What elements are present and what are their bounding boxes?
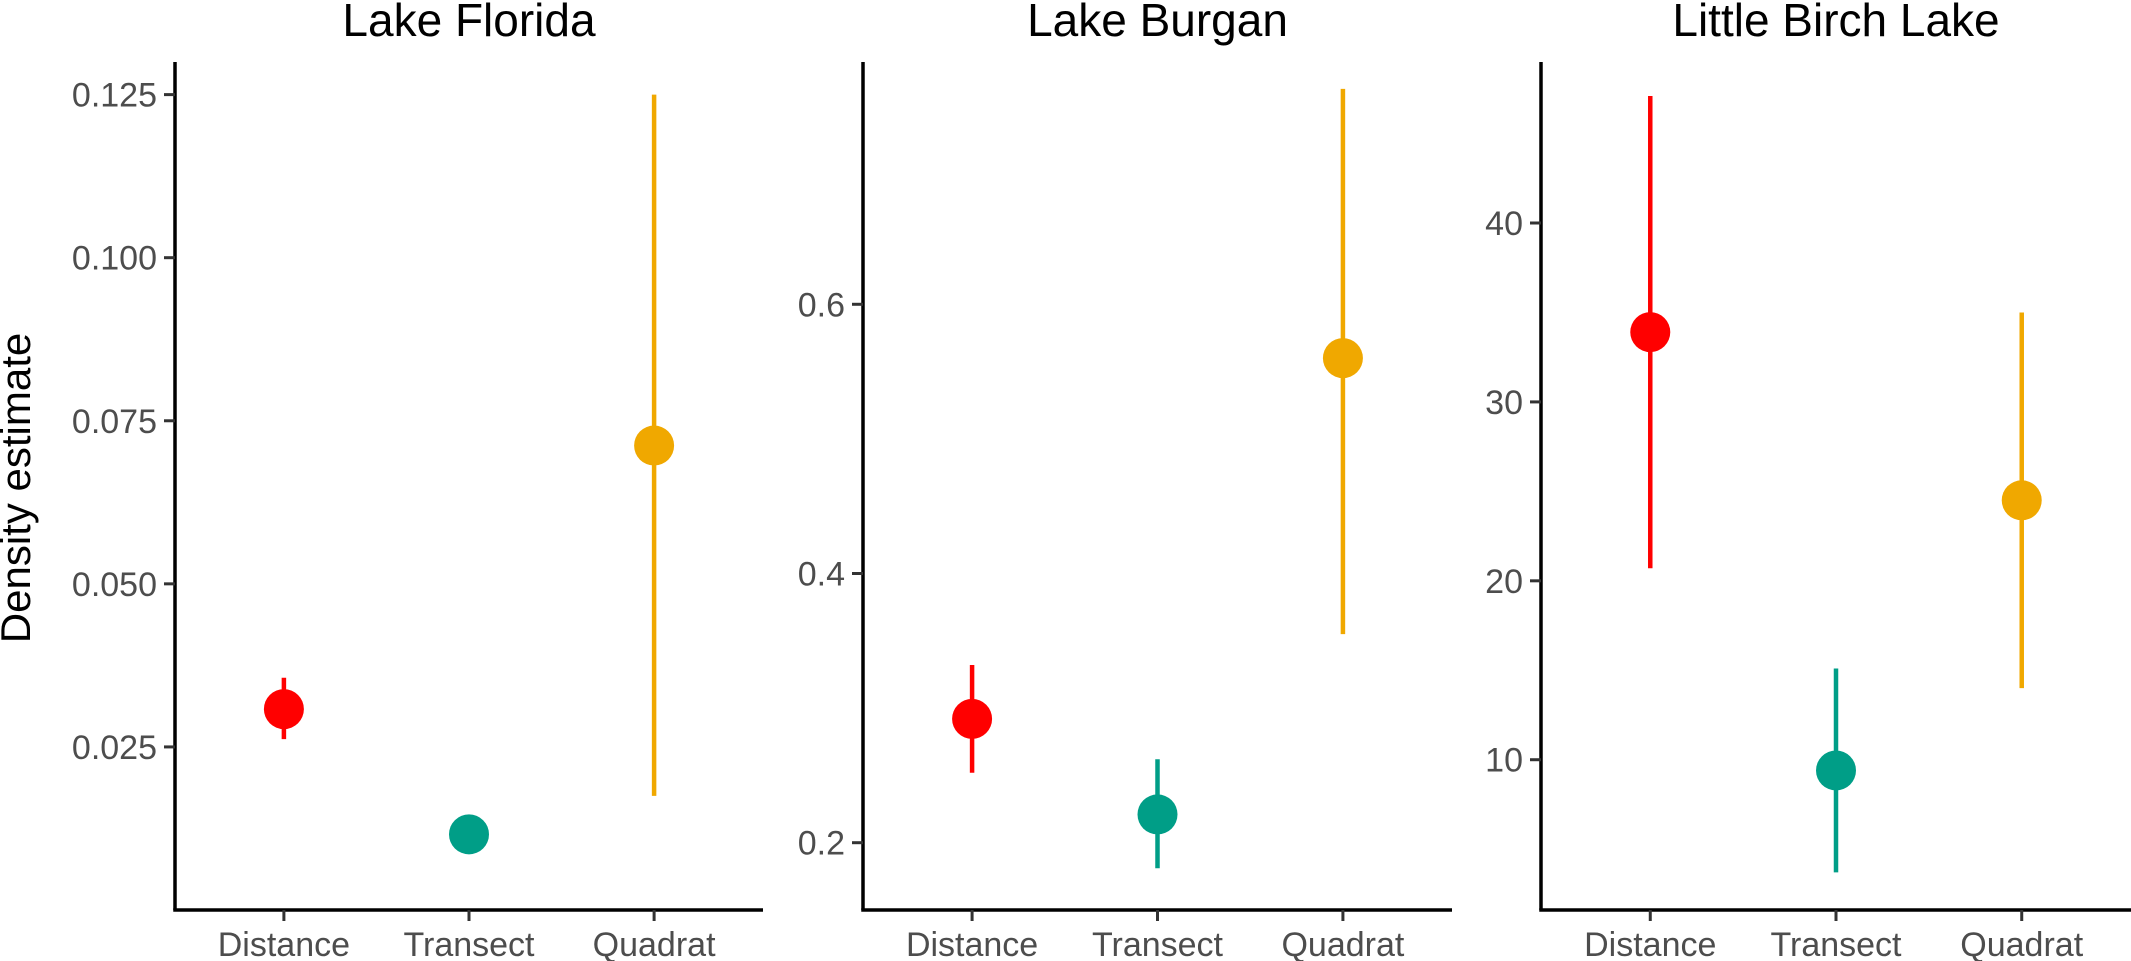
y-tick-label: 0.6 <box>798 286 845 324</box>
panel-title: Lake Burgan <box>1027 0 1288 46</box>
y-tick-label: 0.4 <box>798 555 845 593</box>
panels: Lake Florida 0.025 0.050 0.075 0.100 0.125 Dis… <box>72 0 2131 961</box>
x-tick-label: Transect <box>1092 926 1224 961</box>
point-quadrat <box>2001 480 2042 521</box>
panel-2: Little Birch Lake 10 20 30 40 Distance Transec… <box>1485 0 2131 961</box>
y-tick-label: 0.100 <box>72 240 157 278</box>
point-distance <box>952 698 993 739</box>
point-transect <box>1816 750 1856 791</box>
x-tick-label: Quadrat <box>593 926 716 961</box>
point-distance <box>1630 312 1671 353</box>
panel-0: Lake Florida 0.025 0.050 0.075 0.100 0.125 Dis… <box>72 0 763 961</box>
y-tick-label: 10 <box>1485 742 1523 780</box>
point-quadrat <box>1322 338 1363 379</box>
y-tick-label: 20 <box>1485 563 1523 601</box>
panel-title: Little Birch Lake <box>1672 0 1999 46</box>
panel-title: Lake Florida <box>342 0 596 46</box>
x-tick-label: Distance <box>906 926 1038 961</box>
panel-1: Lake Burgan 0.2 0.4 0.6 Distance Transect Quad… <box>798 0 1452 961</box>
point-distance <box>263 689 304 730</box>
y-tick-label: 0.2 <box>798 825 845 863</box>
y-tick-label: 30 <box>1485 384 1523 422</box>
x-tick-label: Quadrat <box>1960 926 2083 961</box>
x-tick-label: Distance <box>1584 926 1716 961</box>
y-tick-label: 0.050 <box>72 566 157 604</box>
y-tick-label: 0.025 <box>72 729 157 767</box>
point-transect <box>449 814 489 855</box>
y-tick-label: 40 <box>1485 205 1523 243</box>
point-transect <box>1137 794 1178 835</box>
y-axis-label: Density estimate <box>0 333 39 643</box>
x-tick-label: Distance <box>218 926 350 961</box>
y-tick-label: 0.125 <box>72 77 157 115</box>
point-quadrat <box>634 425 675 466</box>
y-tick-label: 0.075 <box>72 403 157 441</box>
x-tick-label: Quadrat <box>1281 926 1404 961</box>
x-tick-label: Transect <box>1770 926 1902 961</box>
x-tick-label: Transect <box>403 926 535 961</box>
